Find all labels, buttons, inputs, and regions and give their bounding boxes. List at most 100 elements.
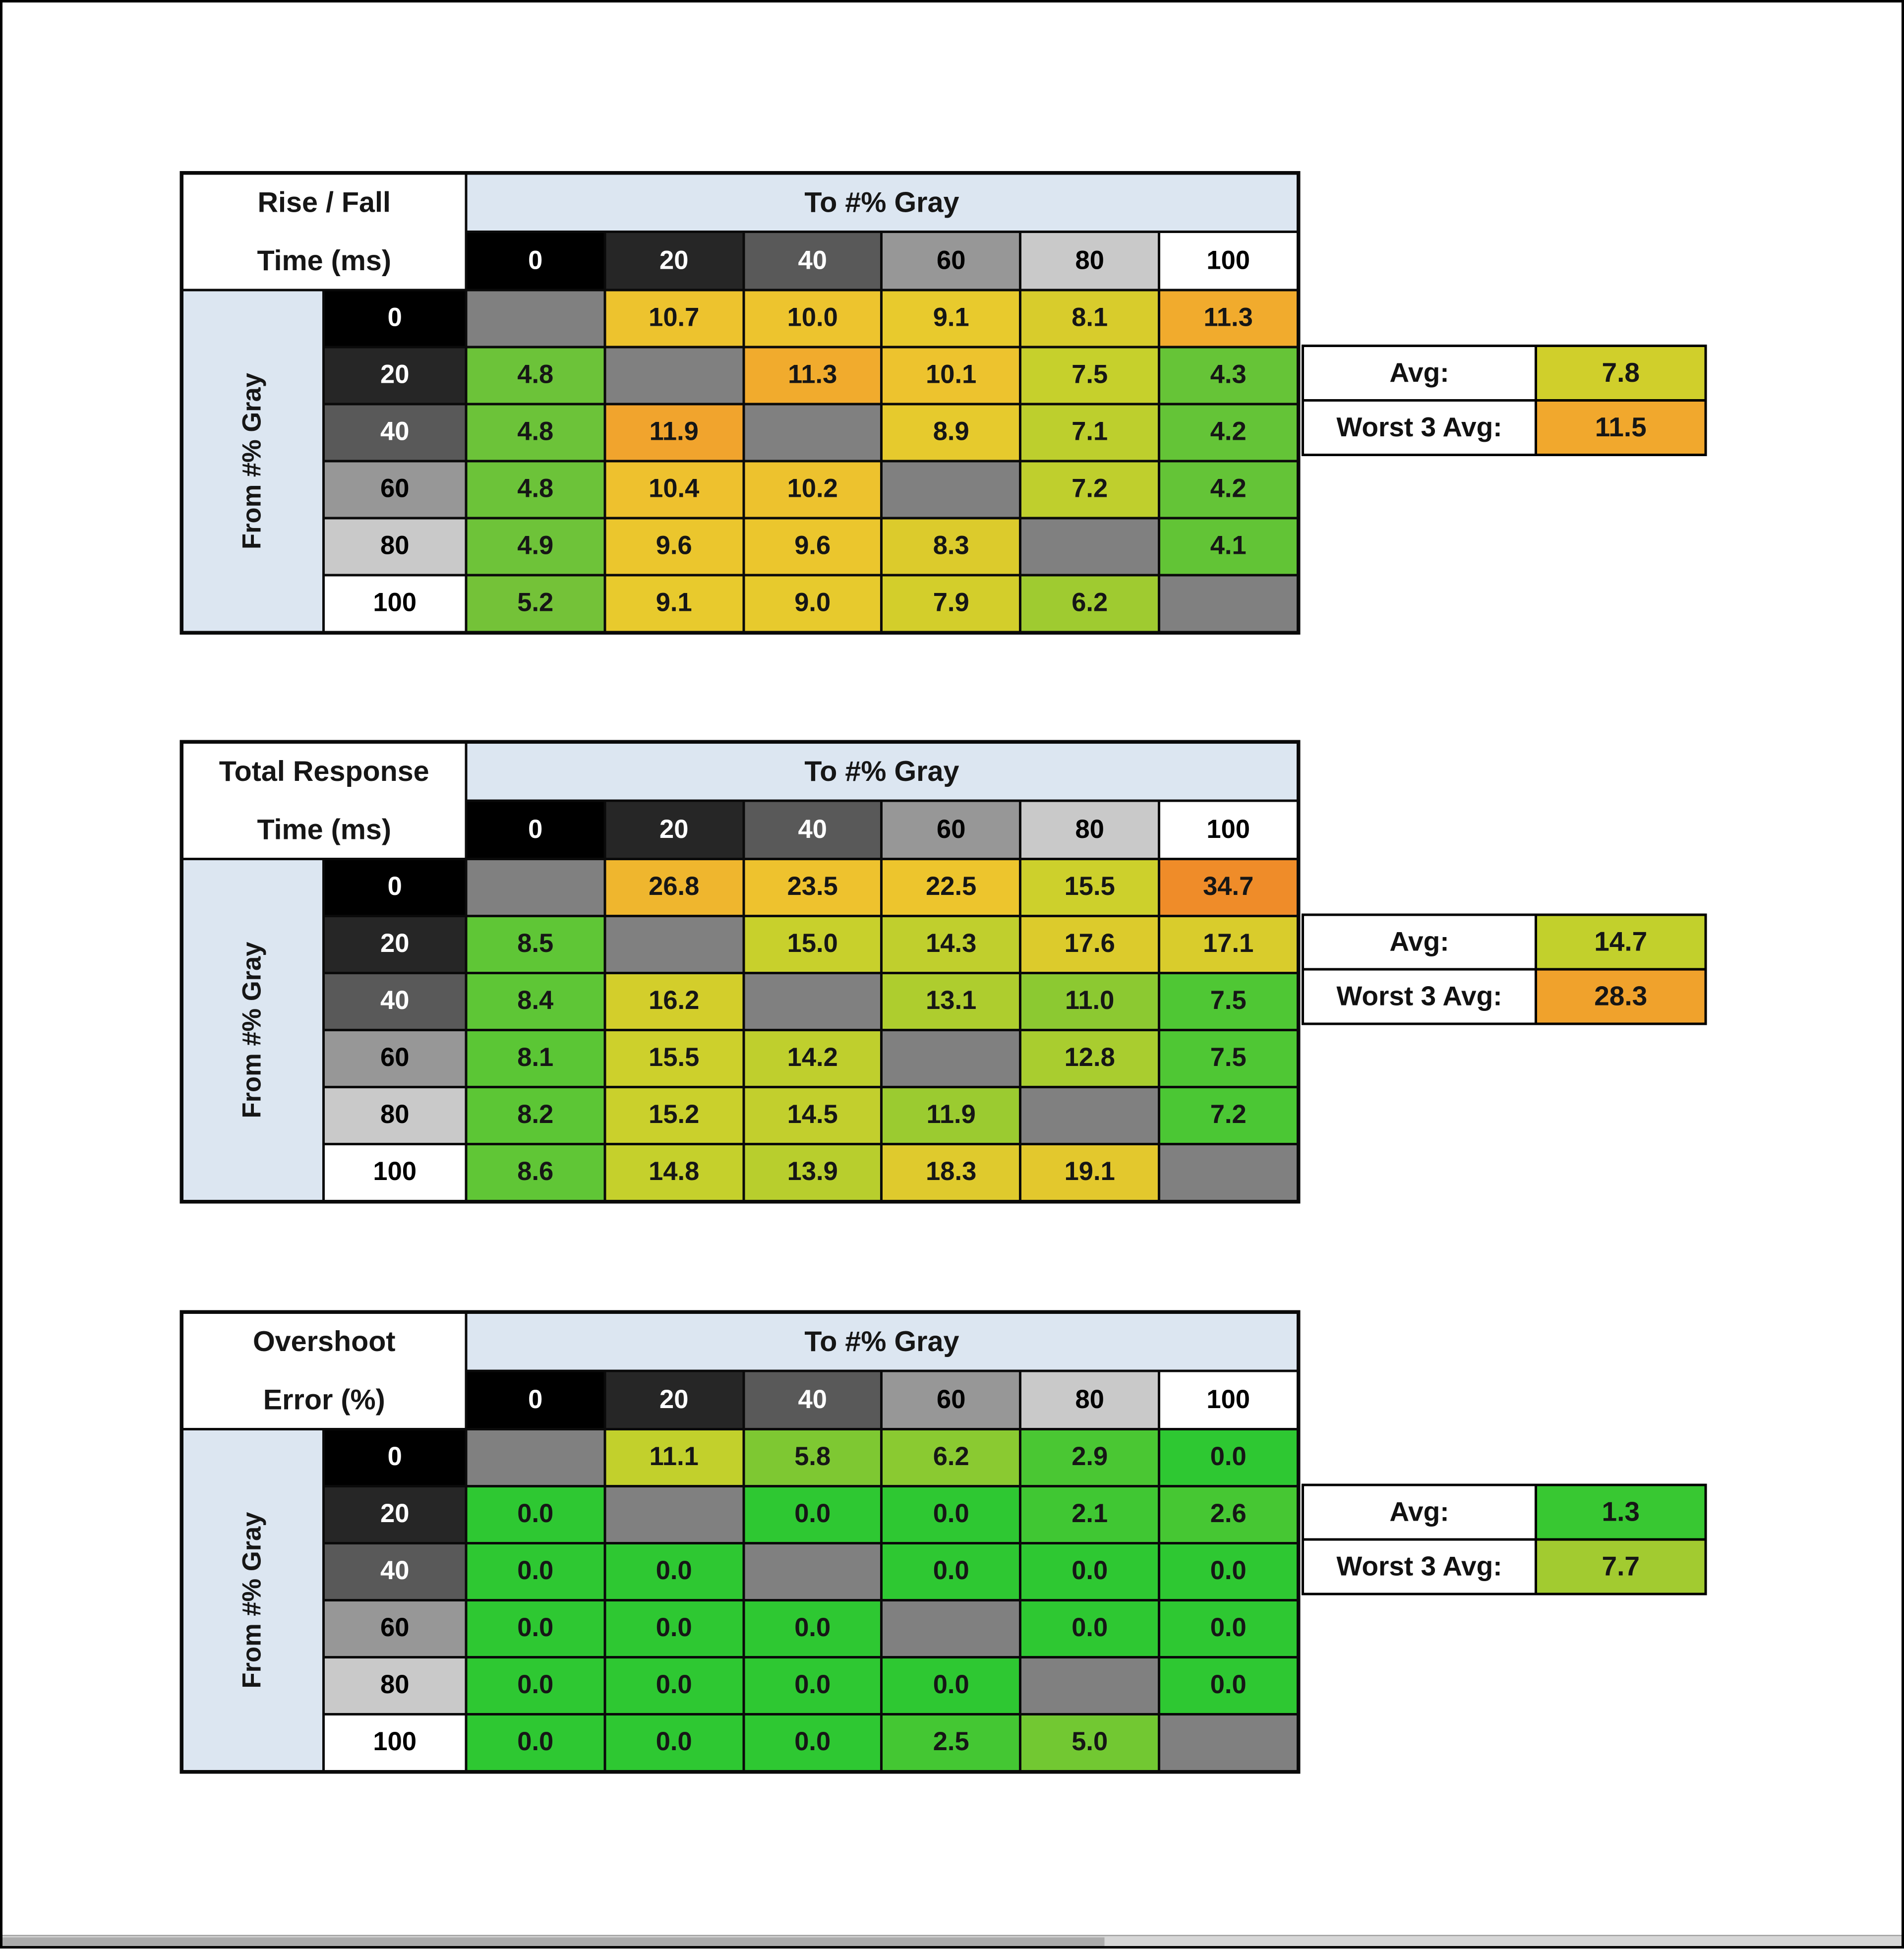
column-header-60: 60 [882, 232, 1020, 290]
value-cell: 4.3 [1159, 347, 1298, 404]
value-cell: 17.6 [1020, 916, 1159, 973]
value-cell: 8.1 [466, 1030, 605, 1087]
row-header-40: 40 [323, 973, 466, 1030]
column-header-80: 80 [1020, 801, 1159, 859]
value-cell: 0.0 [466, 1600, 605, 1657]
to-gray-header: To #% Gray [466, 1312, 1298, 1371]
row-header-60: 60 [323, 461, 466, 518]
value-cell: 9.6 [743, 518, 882, 575]
value-cell: 6.2 [882, 1429, 1020, 1486]
horizontal-scrollbar[interactable] [2, 1935, 1902, 1947]
table-title: Rise / Fall Time (ms) [182, 174, 466, 290]
value-cell: 22.5 [882, 859, 1020, 916]
worst3-label: Worst 3 Avg: [1302, 399, 1537, 456]
heatmap-grid: Total Response Time (ms) To #% Gray From… [179, 740, 1300, 1204]
row-header-0: 0 [323, 1429, 466, 1486]
value-cell: 0.0 [1159, 1600, 1298, 1657]
column-header-40: 40 [743, 1371, 882, 1429]
row-header-100: 100 [323, 1714, 466, 1772]
diagonal-cell [604, 347, 743, 404]
value-cell: 11.3 [1159, 290, 1298, 347]
value-cell: 0.0 [604, 1600, 743, 1657]
from-gray-header: From #% Gray [182, 859, 324, 1201]
column-header-20: 20 [604, 801, 743, 859]
column-header-60: 60 [882, 801, 1020, 859]
column-header-20: 20 [604, 1371, 743, 1429]
column-header-20: 20 [604, 232, 743, 290]
table-title: Total Response Time (ms) [182, 742, 466, 859]
value-cell: 8.6 [466, 1144, 605, 1201]
table-title-line1: Total Response [219, 755, 429, 787]
horizontal-scrollbar-thumb[interactable] [2, 1938, 1104, 1947]
diagonal-cell [743, 973, 882, 1030]
value-cell: 7.2 [1159, 1087, 1298, 1144]
value-cell: 8.2 [466, 1087, 605, 1144]
value-cell: 0.0 [743, 1714, 882, 1772]
table-title-line2: Time (ms) [257, 244, 392, 277]
value-cell: 9.0 [743, 575, 882, 632]
column-header-100: 100 [1159, 232, 1298, 290]
value-cell: 7.1 [1020, 404, 1159, 461]
table-title-line2: Error (%) [263, 1383, 385, 1416]
value-cell: 10.1 [882, 347, 1020, 404]
value-cell: 2.6 [1159, 1486, 1298, 1543]
value-cell: 11.1 [604, 1429, 743, 1486]
value-cell: 0.0 [604, 1657, 743, 1714]
avg-label: Avg: [1302, 345, 1537, 402]
value-cell: 0.0 [882, 1657, 1020, 1714]
diagonal-cell [1020, 1657, 1159, 1714]
heatmap-grid: Overshoot Error (%) To #% Gray From #% G… [179, 1310, 1300, 1774]
value-cell: 8.1 [1020, 290, 1159, 347]
worst3-value: 7.7 [1535, 1538, 1707, 1595]
value-cell: 15.5 [604, 1030, 743, 1087]
summary-box: Avg: 7.8 Worst 3 Avg: 11.5 [1302, 345, 1707, 456]
value-cell: 16.2 [604, 973, 743, 1030]
diagonal-cell [466, 1429, 605, 1486]
worst3-row: Worst 3 Avg: 7.7 [1302, 1538, 1707, 1595]
value-cell: 9.1 [882, 290, 1020, 347]
value-cell: 8.5 [466, 916, 605, 973]
summary-box: Avg: 14.7 Worst 3 Avg: 28.3 [1302, 913, 1707, 1025]
row-header-40: 40 [323, 404, 466, 461]
from-gray-header-label: From #% Gray [238, 942, 267, 1119]
value-cell: 7.5 [1159, 1030, 1298, 1087]
column-header-40: 40 [743, 232, 882, 290]
value-cell: 11.3 [743, 347, 882, 404]
value-cell: 14.5 [743, 1087, 882, 1144]
column-header-40: 40 [743, 801, 882, 859]
from-gray-header: From #% Gray [182, 290, 324, 632]
row-header-80: 80 [323, 1087, 466, 1144]
diagonal-cell [743, 404, 882, 461]
avg-label: Avg: [1302, 1483, 1537, 1541]
table-title-line1: Rise / Fall [257, 186, 391, 218]
value-cell: 17.1 [1159, 916, 1298, 973]
value-cell: 0.0 [743, 1657, 882, 1714]
value-cell: 0.0 [466, 1486, 605, 1543]
value-cell: 4.1 [1159, 518, 1298, 575]
row-header-20: 20 [323, 916, 466, 973]
worst3-row: Worst 3 Avg: 28.3 [1302, 968, 1707, 1025]
value-cell: 6.2 [1020, 575, 1159, 632]
row-header-60: 60 [323, 1030, 466, 1087]
value-cell: 0.0 [466, 1657, 605, 1714]
to-gray-header: To #% Gray [466, 174, 1298, 232]
heatmap-grid: Rise / Fall Time (ms) To #% Gray From #%… [179, 171, 1300, 635]
value-cell: 7.9 [882, 575, 1020, 632]
avg-value: 7.8 [1535, 345, 1707, 402]
value-cell: 0.0 [466, 1543, 605, 1600]
row-header-0: 0 [323, 859, 466, 916]
value-cell: 8.9 [882, 404, 1020, 461]
column-header-100: 100 [1159, 801, 1298, 859]
value-cell: 5.0 [1020, 1714, 1159, 1772]
value-cell: 7.2 [1020, 461, 1159, 518]
value-cell: 0.0 [1020, 1543, 1159, 1600]
value-cell: 0.0 [1020, 1600, 1159, 1657]
diagonal-cell [1020, 1087, 1159, 1144]
value-cell: 10.2 [743, 461, 882, 518]
row-header-0: 0 [323, 290, 466, 347]
value-cell: 7.5 [1159, 973, 1298, 1030]
summary-box: Avg: 1.3 Worst 3 Avg: 7.7 [1302, 1483, 1707, 1595]
avg-row: Avg: 1.3 [1302, 1483, 1707, 1541]
value-cell: 10.4 [604, 461, 743, 518]
diagonal-cell [1159, 1714, 1298, 1772]
